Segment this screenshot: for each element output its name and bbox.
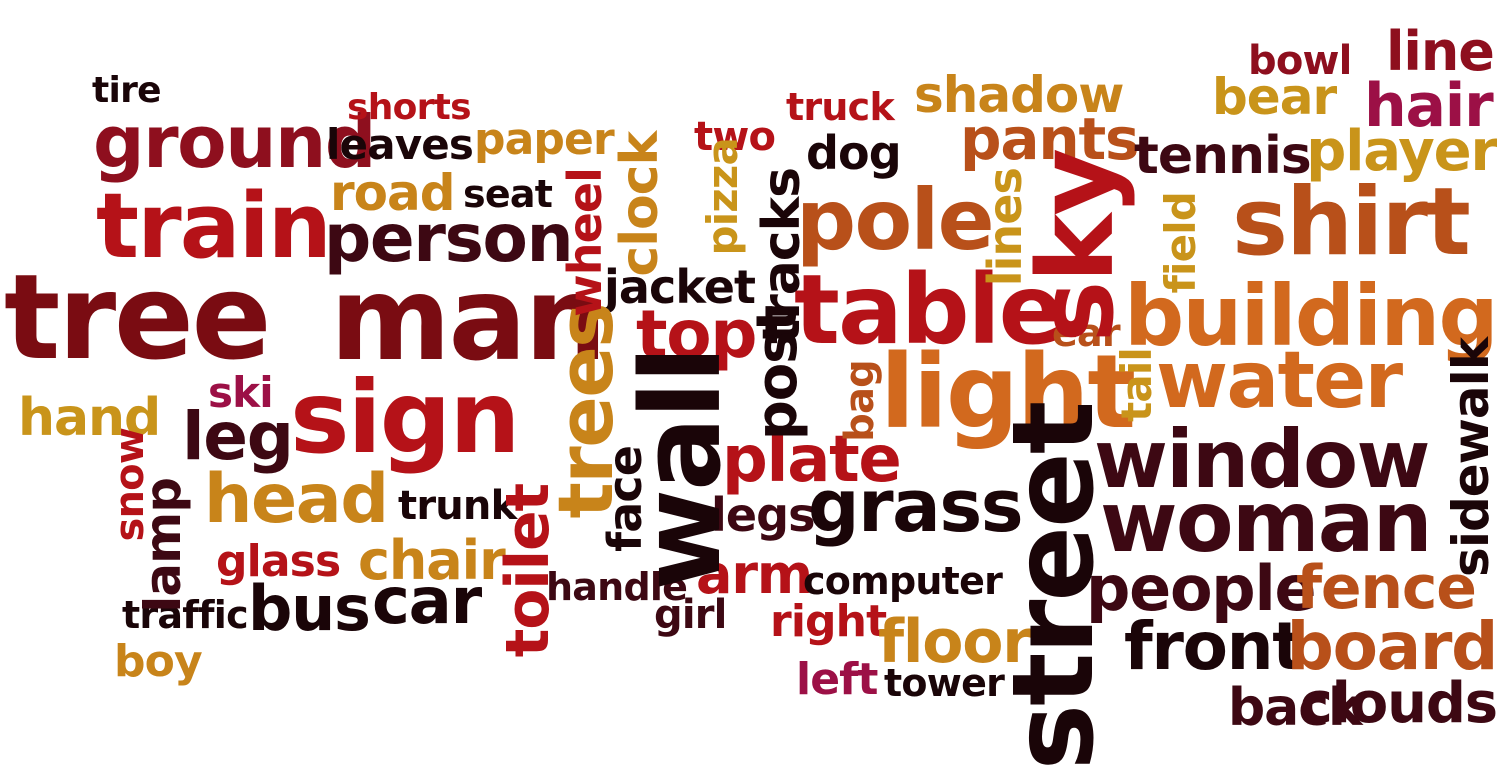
word-leg: leg — [182, 398, 294, 475]
word-woman: woman — [1100, 473, 1433, 571]
word-lamp: lamp — [134, 478, 192, 613]
word-people: people — [1086, 552, 1317, 625]
word-tennis: tennis — [1134, 126, 1312, 186]
word-traffic: traffic — [122, 593, 249, 637]
word-jacket: jacket — [604, 260, 756, 314]
word-pole: pole — [796, 171, 995, 269]
word-legs: legs — [711, 488, 816, 542]
word-two: two — [694, 114, 776, 160]
word-ski: ski — [208, 368, 274, 417]
word-sky: sky — [1015, 150, 1137, 343]
word-plate: plate — [722, 423, 902, 497]
word-window: window — [1094, 413, 1430, 506]
word-building: building — [1124, 267, 1497, 365]
word-head: head — [204, 460, 389, 539]
word-handle: handle — [546, 565, 688, 609]
word-line: line — [1386, 20, 1495, 83]
word-computer: computer — [803, 559, 1003, 603]
word-left: left — [796, 654, 878, 705]
word-bowl: bowl — [1248, 38, 1352, 84]
word-post: post — [745, 306, 810, 441]
word-shirt: shirt — [1232, 168, 1471, 277]
word-street: street — [989, 402, 1119, 770]
word-tree: tree — [4, 248, 272, 386]
word-chair: chair — [358, 529, 506, 592]
word-floor: floor — [878, 607, 1032, 677]
word-bear: bear — [1212, 68, 1337, 126]
word-road: road — [330, 164, 456, 222]
word-toilet: toilet — [493, 484, 563, 658]
word-man: man — [330, 252, 607, 387]
word-clouds: clouds — [1299, 671, 1497, 736]
word-player: player — [1306, 119, 1497, 184]
word-bag: bag — [837, 360, 883, 442]
word-tower: tower — [884, 661, 1005, 705]
word-dog: dog — [806, 126, 902, 180]
word-top: top — [636, 296, 758, 373]
word-hair: hair — [1364, 71, 1494, 141]
word-trunk: trunk — [398, 483, 517, 529]
word-sign: sign — [290, 359, 521, 476]
word-glass: glass — [216, 536, 341, 587]
word-bus: bus — [248, 572, 371, 645]
word-light: light — [880, 333, 1136, 452]
word-table: table — [794, 254, 1064, 366]
word-field: field — [1156, 192, 1205, 294]
word-front: front — [1124, 608, 1304, 685]
word-pizza: pizza — [698, 138, 747, 256]
word-pants: pants — [960, 105, 1140, 173]
word-water: water — [1156, 336, 1403, 426]
word-ground: ground — [93, 100, 376, 184]
word-ear: ear — [1052, 311, 1121, 355]
word-board: board — [1286, 608, 1497, 685]
word-wheel: wheel — [558, 168, 612, 317]
word-truck: truck — [786, 85, 895, 129]
word-car: car — [372, 565, 482, 639]
word-back: back — [1228, 678, 1363, 738]
word-person: person — [324, 200, 574, 277]
word-shorts: shorts — [347, 87, 472, 128]
word-hand: hand — [18, 388, 161, 448]
word-shadow: shadow — [914, 66, 1124, 124]
word-wall: wall — [617, 348, 745, 591]
word-leaves: leaves — [326, 120, 474, 169]
word-sidewalk: sidewalk — [1442, 338, 1497, 577]
word-train: train — [96, 174, 332, 279]
word-seat: seat — [463, 172, 553, 216]
word-clock: clock — [610, 132, 670, 277]
word-arm: arm — [696, 543, 813, 606]
word-girl: girl — [654, 592, 727, 638]
word-boy: boy — [114, 636, 203, 687]
word-right: right — [770, 596, 887, 647]
word-tire: tire — [92, 70, 162, 111]
word-paper: paper — [474, 114, 615, 165]
word-fence: fence — [1296, 553, 1477, 623]
word-tail: tail — [1112, 348, 1161, 422]
word-grass: grass — [808, 464, 1024, 548]
